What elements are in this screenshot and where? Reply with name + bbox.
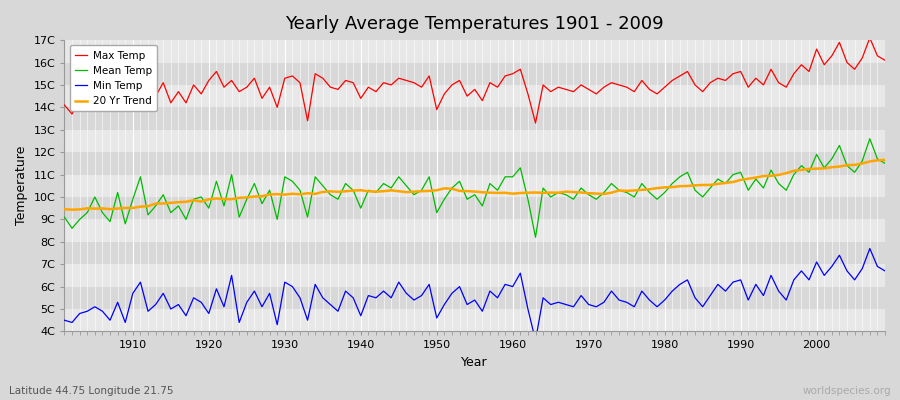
- 20 Yr Trend: [128, 206, 139, 210]
- Bar: [65, 130, 885, 152]
- Min Temp: [606, 289, 616, 294]
- Min Temp: [59, 318, 70, 323]
- Mean Temp: [606, 181, 616, 186]
- Mean Temp: [508, 174, 518, 179]
- 20 Yr Trend: [294, 192, 305, 197]
- Mean Temp: [333, 197, 344, 202]
- Min Temp: [333, 309, 344, 314]
- Mean Temp: [59, 215, 70, 220]
- Min Temp: [879, 268, 890, 273]
- Bar: [65, 287, 885, 309]
- Legend: Max Temp, Mean Temp, Min Temp, 20 Yr Trend: Max Temp, Mean Temp, Min Temp, 20 Yr Tre…: [69, 45, 157, 111]
- 20 Yr Trend: [879, 158, 890, 162]
- Line: Min Temp: Min Temp: [65, 248, 885, 340]
- Text: worldspecies.org: worldspecies.org: [803, 386, 891, 396]
- 20 Yr Trend: [508, 191, 518, 196]
- Mean Temp: [879, 161, 890, 166]
- Min Temp: [530, 338, 541, 343]
- Max Temp: [879, 58, 890, 63]
- Mean Temp: [864, 136, 875, 141]
- Bar: [65, 40, 885, 62]
- Bar: [65, 152, 885, 174]
- Max Temp: [606, 80, 616, 85]
- Bar: [65, 62, 885, 85]
- Mean Temp: [287, 179, 298, 184]
- Bar: [65, 242, 885, 264]
- Max Temp: [287, 74, 298, 78]
- Y-axis label: Temperature: Temperature: [15, 146, 28, 226]
- Line: Mean Temp: Mean Temp: [65, 139, 885, 237]
- 20 Yr Trend: [67, 207, 77, 212]
- 20 Yr Trend: [515, 191, 526, 196]
- Min Temp: [120, 320, 130, 325]
- Min Temp: [864, 246, 875, 251]
- Bar: [65, 264, 885, 287]
- Bar: [65, 197, 885, 219]
- Bar: [65, 107, 885, 130]
- Max Temp: [333, 87, 344, 92]
- Max Temp: [500, 74, 510, 78]
- Bar: [65, 85, 885, 107]
- Min Temp: [287, 284, 298, 289]
- Title: Yearly Average Temperatures 1901 - 2009: Yearly Average Temperatures 1901 - 2009: [285, 15, 664, 33]
- Bar: [65, 219, 885, 242]
- Bar: [65, 309, 885, 332]
- Max Temp: [864, 36, 875, 40]
- Mean Temp: [530, 235, 541, 240]
- Mean Temp: [120, 222, 130, 226]
- Max Temp: [120, 105, 130, 110]
- Max Temp: [530, 121, 541, 126]
- 20 Yr Trend: [340, 189, 351, 194]
- Max Temp: [508, 71, 518, 76]
- X-axis label: Year: Year: [462, 356, 488, 369]
- Text: Latitude 44.75 Longitude 21.75: Latitude 44.75 Longitude 21.75: [9, 386, 174, 396]
- Line: Max Temp: Max Temp: [65, 38, 885, 123]
- 20 Yr Trend: [59, 207, 70, 212]
- Max Temp: [59, 103, 70, 108]
- Min Temp: [508, 284, 518, 289]
- 20 Yr Trend: [606, 190, 616, 195]
- Bar: [65, 174, 885, 197]
- Line: 20 Yr Trend: 20 Yr Trend: [65, 160, 885, 210]
- Min Temp: [500, 282, 510, 287]
- Mean Temp: [500, 174, 510, 179]
